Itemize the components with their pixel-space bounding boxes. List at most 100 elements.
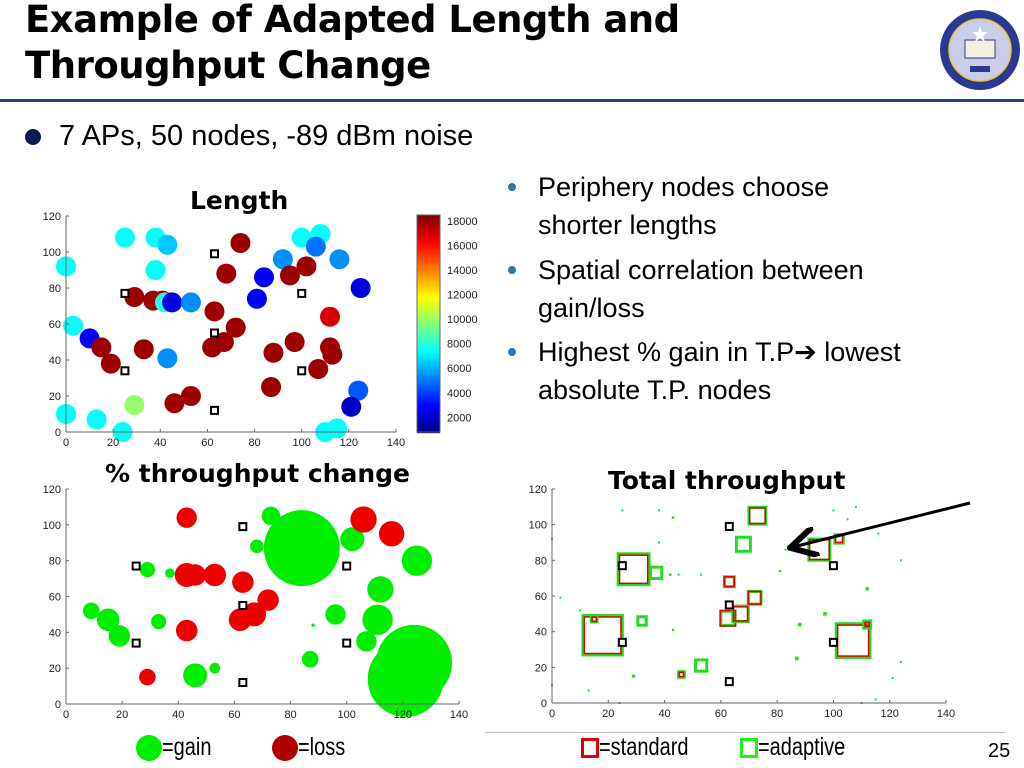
university-seal-logo bbox=[940, 10, 1020, 90]
slide-title-line2: Throughput Change bbox=[25, 44, 431, 87]
length-node-point bbox=[308, 359, 329, 379]
adaptive-node-point bbox=[587, 689, 590, 692]
x-tick-label: 80 bbox=[284, 709, 296, 721]
loss-node-point bbox=[350, 506, 377, 533]
colorbar-segment bbox=[417, 317, 440, 320]
x-tick-label: 140 bbox=[937, 708, 955, 720]
colorbar-segment bbox=[417, 313, 440, 316]
length-node-point bbox=[320, 306, 340, 327]
colorbar-segment bbox=[417, 327, 440, 330]
adaptive-square-icon bbox=[740, 737, 758, 758]
colorbar-segment bbox=[417, 333, 440, 336]
colorbar-segment bbox=[417, 311, 440, 314]
colorbar-segment bbox=[417, 227, 440, 230]
length-node-point bbox=[145, 260, 166, 280]
adaptive-node-point bbox=[559, 596, 562, 599]
adaptive-throughput-square bbox=[734, 535, 752, 553]
length-node-point bbox=[263, 342, 284, 363]
colorbar-segment bbox=[417, 245, 440, 248]
loss-node-point bbox=[228, 608, 252, 632]
gain-node-point bbox=[311, 623, 315, 627]
colorbar-segment bbox=[417, 383, 440, 386]
adaptive-throughput-square bbox=[746, 589, 763, 606]
length-node-point bbox=[157, 348, 178, 369]
x-tick-label: 100 bbox=[338, 709, 356, 721]
footer-divider bbox=[485, 732, 1005, 733]
colorbar-segment bbox=[417, 329, 440, 332]
colorbar-segment bbox=[417, 323, 440, 326]
colorbar-segment bbox=[417, 355, 440, 358]
colorbar-segment bbox=[417, 331, 440, 334]
colorbar-tick-label: 10000 bbox=[447, 314, 478, 326]
gain-node-point bbox=[108, 625, 131, 647]
adaptive-throughput-square bbox=[747, 505, 768, 526]
colorbar-segment bbox=[417, 247, 440, 250]
x-tick-label: 80 bbox=[771, 708, 783, 720]
standard-throughput-square bbox=[747, 590, 762, 605]
length-node-point bbox=[254, 267, 274, 288]
standard-throughput-square bbox=[723, 576, 735, 588]
colorbar-tick-label: 12000 bbox=[447, 290, 478, 302]
standard-square-icon bbox=[581, 737, 599, 758]
colorbar-segment bbox=[417, 237, 440, 240]
adaptive-node-point bbox=[891, 677, 894, 680]
colorbar-segment bbox=[417, 349, 440, 352]
colorbar-segment bbox=[417, 277, 440, 280]
colorbar-segment bbox=[417, 249, 440, 252]
colorbar-segment bbox=[417, 367, 440, 370]
access-point-marker bbox=[617, 637, 627, 647]
access-point-marker bbox=[210, 328, 219, 338]
adaptive-node-point bbox=[832, 509, 835, 512]
colorbar-tick-label: 2000 bbox=[447, 412, 471, 424]
colorbar-segment bbox=[417, 287, 440, 290]
colorbar-segment bbox=[417, 391, 440, 394]
colorbar-segment bbox=[417, 417, 440, 420]
right-bullet-3-line2: absolute T.P. nodes bbox=[538, 375, 772, 405]
access-point-marker bbox=[724, 677, 734, 687]
access-point-marker bbox=[617, 561, 627, 571]
x-tick-label: 60 bbox=[201, 437, 213, 449]
colorbar-segment bbox=[417, 225, 440, 228]
standard-throughput-square bbox=[732, 606, 749, 622]
access-point-marker bbox=[120, 288, 130, 298]
adaptive-node-point bbox=[657, 541, 660, 544]
adaptive-node-point bbox=[809, 530, 813, 533]
length-node-point bbox=[91, 337, 112, 358]
length-node-point bbox=[327, 418, 348, 439]
y-tick-label: 0 bbox=[541, 698, 547, 710]
colorbar-segment bbox=[417, 353, 440, 356]
colorbar-segment bbox=[417, 345, 440, 348]
adaptive-node-point bbox=[865, 587, 869, 591]
gain-node-point bbox=[263, 510, 340, 587]
colorbar-tick-label: 18000 bbox=[447, 216, 478, 228]
gain-node-point bbox=[183, 663, 208, 688]
colorbar-segment bbox=[417, 223, 440, 226]
adaptive-node-point bbox=[668, 573, 672, 576]
page-number: 25 bbox=[988, 740, 1011, 762]
main-bullet: 7 APs, 50 nodes, -89 dBm noise bbox=[25, 120, 473, 153]
x-tick-label: 140 bbox=[387, 437, 405, 449]
length-node-point bbox=[348, 380, 369, 401]
access-point-marker bbox=[210, 249, 219, 259]
adaptive-node-point bbox=[671, 516, 675, 519]
colorbar-segment bbox=[417, 265, 440, 268]
colorbar-segment bbox=[417, 365, 440, 368]
y-tick-label: 40 bbox=[535, 627, 547, 639]
loss-node-point bbox=[203, 563, 227, 587]
colorbar-segment bbox=[417, 315, 440, 318]
colorbar-segment bbox=[417, 279, 440, 282]
colorbar-segment bbox=[417, 405, 440, 408]
gain-node-point bbox=[356, 631, 377, 652]
legend-adaptive: =adaptive bbox=[740, 733, 867, 762]
access-point-marker bbox=[238, 678, 248, 687]
colorbar-segment bbox=[417, 231, 440, 234]
legend-gain: =gain bbox=[136, 733, 224, 762]
colorbar-segment bbox=[417, 421, 440, 424]
gain-node-point bbox=[362, 604, 393, 635]
right-bullet-1: Periphery nodes choose shorter lengths bbox=[508, 168, 1008, 244]
y-tick-label: 60 bbox=[49, 592, 61, 604]
length-node-point bbox=[230, 233, 251, 253]
colorbar-segment bbox=[417, 347, 440, 350]
standard-throughput-square bbox=[719, 609, 737, 627]
length-node-point bbox=[157, 234, 178, 255]
